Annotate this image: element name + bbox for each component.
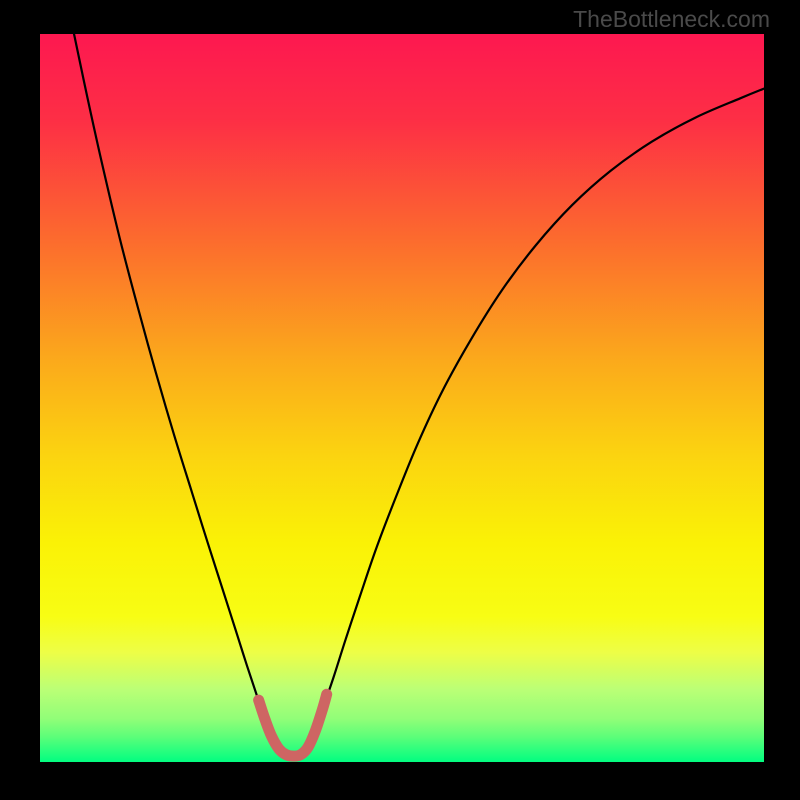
plot-svg	[40, 34, 764, 762]
watermark-text: TheBottleneck.com	[573, 6, 770, 33]
gradient-background	[40, 34, 764, 762]
bottleneck-plot	[40, 34, 764, 762]
